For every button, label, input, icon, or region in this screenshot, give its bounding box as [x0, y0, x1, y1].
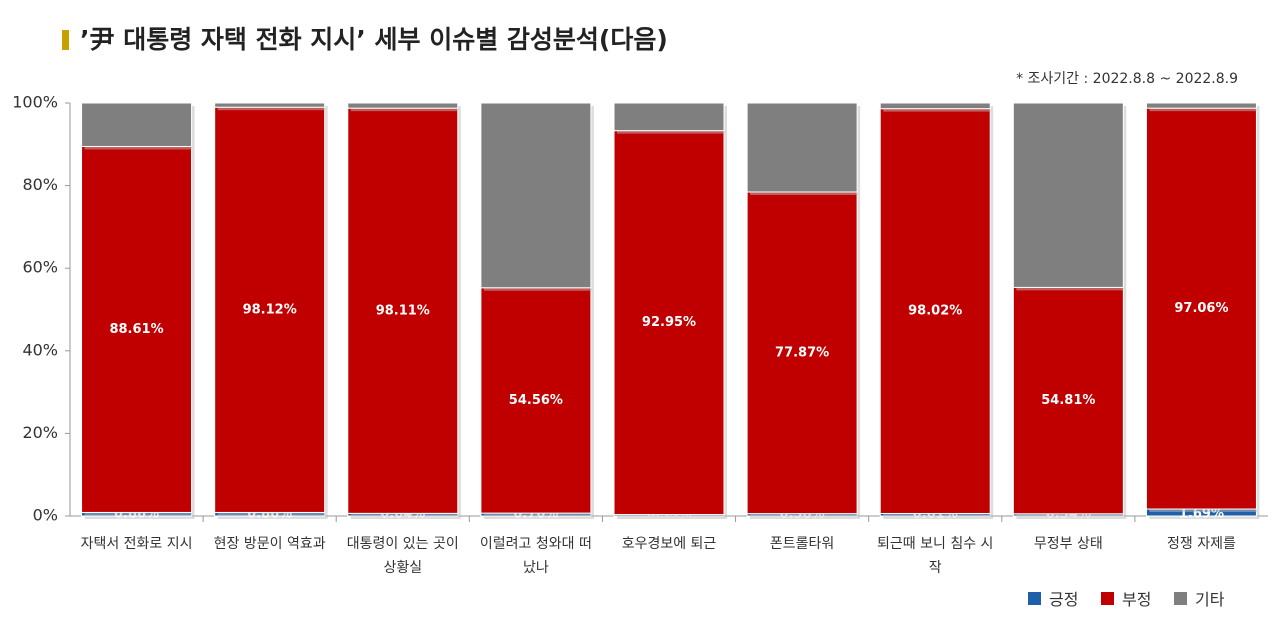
bar-segment: [347, 107, 459, 514]
y-tick-label: 40%: [22, 340, 58, 359]
data-label: 98.02%: [908, 304, 962, 319]
data-label: 98.11%: [376, 303, 430, 318]
bar-segment: [750, 516, 861, 519]
bar-segment: [1012, 286, 1124, 515]
y-tick-label: 100%: [12, 93, 58, 112]
data-label: 54.81%: [1041, 393, 1095, 408]
bar-segment: [347, 102, 459, 109]
y-tick-label: 0%: [33, 506, 58, 525]
bar-segment: [81, 102, 193, 147]
chart-title: ’尹 대통령 자택 전화 지시’ 세부 이슈별 감성분석(다음): [80, 25, 668, 54]
bar-segment: [1016, 516, 1127, 519]
bar-segment: [1145, 102, 1257, 109]
y-tick-label: 60%: [22, 258, 58, 277]
bar-segment: [883, 516, 994, 519]
bar-segment: [81, 145, 193, 513]
data-label: 98.12%: [243, 302, 297, 317]
bar-segment: [1145, 107, 1257, 510]
legend-item: 긍정: [1028, 586, 1078, 610]
data-label: 77.87%: [775, 345, 829, 360]
legend-label: 기타: [1195, 590, 1225, 609]
x-tick-label: 이럴려고 청와대 떠났나: [479, 536, 592, 576]
bar-segment: [214, 106, 326, 513]
x-tick-label: 대통령이 있는 곳이 상황실: [346, 536, 459, 576]
x-tick-label: 퇴근때 보니 침수 시작: [877, 536, 994, 576]
bar-segment: [613, 130, 725, 516]
bar-segment: [350, 516, 461, 519]
data-label: 97.06%: [1174, 301, 1228, 316]
legend-item: 부정: [1101, 586, 1151, 610]
bar-segment: [879, 102, 991, 110]
data-label: 88.61%: [109, 322, 163, 337]
bar-segment: [217, 515, 328, 519]
data-label: 54.56%: [509, 393, 563, 408]
legend-swatch: [1174, 591, 1187, 605]
legend-swatch: [1101, 591, 1114, 605]
bar-segment: [1012, 102, 1124, 288]
bar-segment: [84, 515, 195, 519]
bar-segment: [214, 102, 326, 108]
data-label: 92.95%: [642, 315, 696, 330]
bar-segment: [480, 102, 592, 289]
bar-segment: [483, 516, 594, 519]
legend-item: 기타: [1174, 586, 1224, 610]
x-tick-label: 호우경보에 퇴근: [621, 536, 717, 552]
bar-segment: [879, 108, 991, 514]
x-tick-label: 정쟁 자제를: [1167, 536, 1236, 552]
bar-segment: [746, 191, 858, 515]
legend-label: 긍정: [1049, 590, 1079, 609]
x-tick-label: 현장 방문이 역효과: [213, 536, 326, 552]
legend-swatch: [1028, 591, 1041, 605]
x-tick-label: 폰트롤타워: [769, 536, 835, 552]
bar-segment: [613, 102, 725, 132]
x-tick-label: 자택서 전화로 지시: [80, 536, 193, 552]
chart-subtitle: * 조사기간 : 2022.8.8 ~ 2022.8.9: [1016, 71, 1238, 87]
bar-segment: [217, 106, 328, 111]
x-tick-label: 무정부 상태: [1033, 536, 1103, 552]
y-tick-label: 20%: [22, 423, 58, 442]
bar-segment: [617, 517, 727, 519]
y-tick-label: 80%: [22, 175, 58, 194]
legend-label: 부정: [1122, 590, 1152, 609]
title-marker: [62, 30, 69, 50]
bar-segment: [480, 287, 592, 514]
bar-segment: [746, 102, 858, 193]
